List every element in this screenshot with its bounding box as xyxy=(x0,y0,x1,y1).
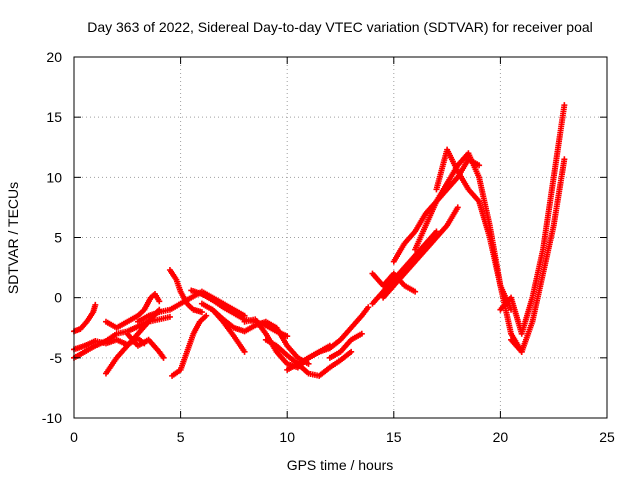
data-point xyxy=(156,298,163,305)
x-tick-label: 20 xyxy=(493,429,509,445)
x-axis-label: GPS time / hours xyxy=(287,457,394,473)
data-point xyxy=(476,162,483,169)
y-tick-label: 15 xyxy=(46,109,62,125)
x-tick-label: 10 xyxy=(279,429,295,445)
grid-lines xyxy=(74,57,607,418)
data-point xyxy=(365,304,372,311)
data-point xyxy=(92,301,99,308)
data-point xyxy=(241,348,248,355)
y-tick-label: 10 xyxy=(46,169,62,185)
data-point xyxy=(348,348,355,355)
data-point xyxy=(284,333,291,340)
data-point xyxy=(358,330,365,337)
chart-title: Day 363 of 2022, Sidereal Day-to-day VTE… xyxy=(87,19,593,35)
data-point xyxy=(561,102,568,109)
data-point xyxy=(160,354,167,361)
data-point xyxy=(166,313,173,320)
data-point xyxy=(305,360,312,367)
x-tick-label: 15 xyxy=(386,429,402,445)
x-tick-label: 0 xyxy=(70,429,78,445)
y-tick-label: -10 xyxy=(42,410,62,426)
data-point xyxy=(561,156,568,163)
x-tick-label: 5 xyxy=(177,429,185,445)
data-point xyxy=(198,309,205,316)
y-axis-label: SDTVAR / TECUs xyxy=(5,182,21,294)
data-points xyxy=(71,102,568,379)
data-point xyxy=(412,288,419,295)
axis-ticks: 0 5 10 15 20 25 -10 -5 0 5 10 15 20 xyxy=(42,49,615,445)
x-tick-label: 25 xyxy=(599,429,615,445)
data-point xyxy=(433,228,440,235)
data-point xyxy=(454,204,461,211)
y-tick-label: 20 xyxy=(46,49,62,65)
y-tick-label: -5 xyxy=(50,350,63,366)
y-tick-label: 5 xyxy=(54,230,62,246)
plot-frame xyxy=(73,56,608,419)
y-tick-label: 0 xyxy=(54,290,62,306)
data-point xyxy=(203,312,210,319)
